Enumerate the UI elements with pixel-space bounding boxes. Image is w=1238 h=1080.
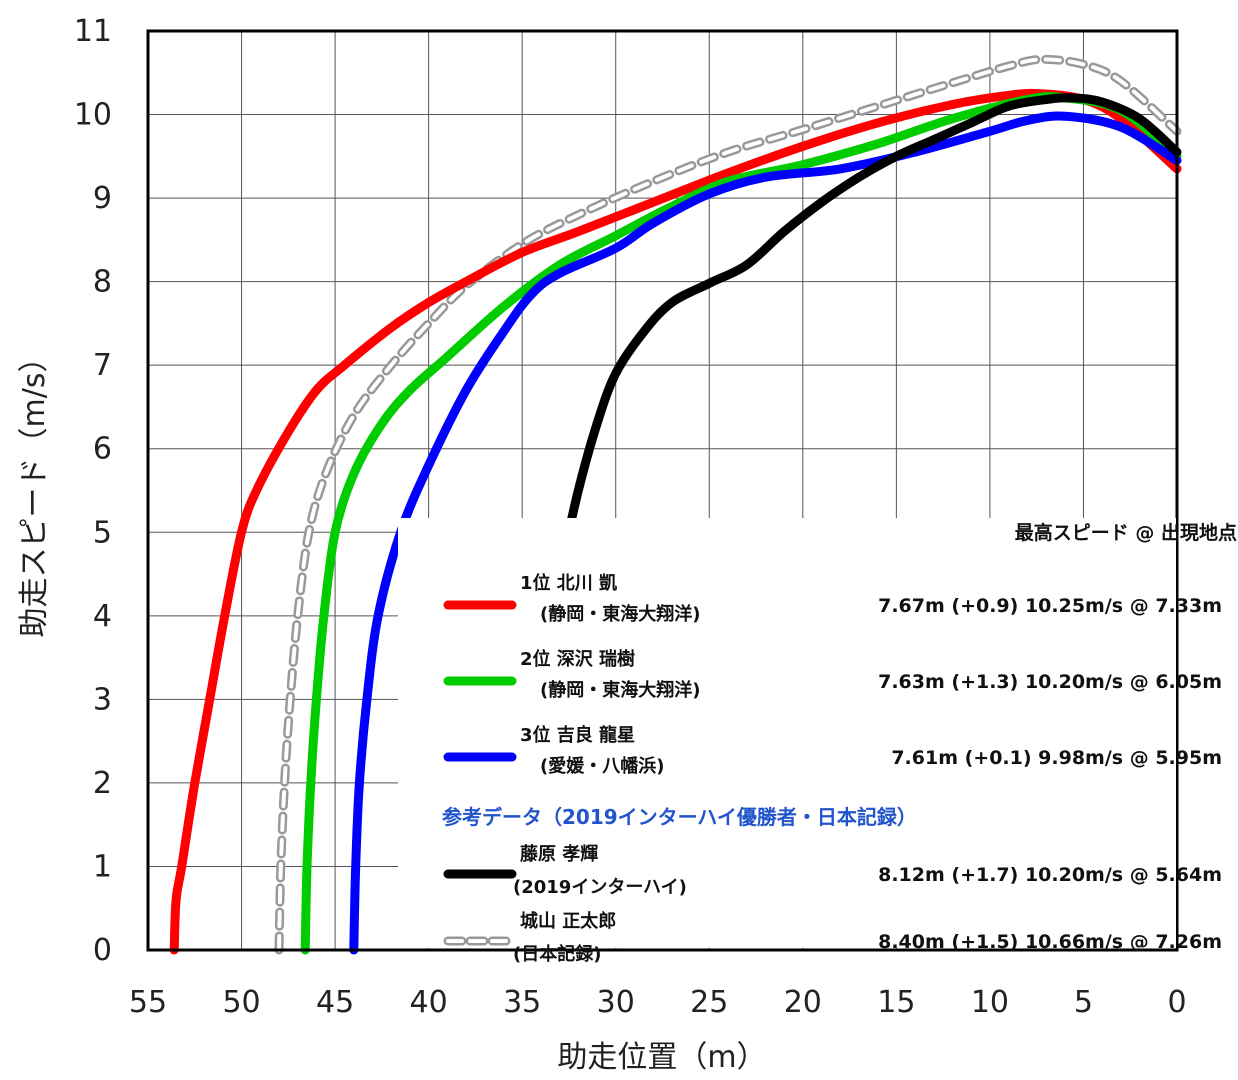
legend-affiliation: (静岡・東海大翔洋) <box>540 603 700 625</box>
legend-background <box>398 518 1176 948</box>
legend-name: 3位 吉良 龍星 <box>520 724 635 746</box>
x-tick-label: 10 <box>971 985 1009 1020</box>
x-tick-label: 5 <box>1074 985 1093 1020</box>
reference-data-label: 参考データ（2019インターハイ優勝者・日本記録） <box>442 805 917 829</box>
y-tick-label: 6 <box>93 432 112 467</box>
plot-frame <box>146 29 1179 952</box>
x-tick-label: 55 <box>129 985 167 1020</box>
y-tick-label: 4 <box>93 599 112 634</box>
legend-item-1: 1位 北川 凱 (静岡・東海大翔洋) 7.67m (+0.9) 10.25m/s @… <box>443 572 1222 625</box>
series-lines <box>169 54 1182 955</box>
legend-stat: 7.63m (+1.3) 10.20m/s @ 6.05m <box>878 671 1222 693</box>
legend-item-2: 2位 深沢 瑞樹 (静岡・東海大翔洋) 7.63m (+1.3) 10.20m/s … <box>443 648 1222 701</box>
x-tick-label: 35 <box>503 985 541 1020</box>
y-tick-label: 8 <box>93 265 112 300</box>
legend-stat: 8.40m (+1.5) 10.66m/s @ 7.26m <box>878 931 1222 953</box>
x-tick-label: 30 <box>597 985 635 1020</box>
legend-item-5: 城山 正太郎 (日本記録) 8.40m (+1.5) 10.66m/s @ 7.26… <box>443 910 1222 965</box>
x-axis-title: 助走位置（m） <box>557 1040 766 1075</box>
legend-affiliation: (愛媛・八幡浜) <box>540 755 664 777</box>
x-tick-label: 0 <box>1167 985 1186 1020</box>
y-tick-label: 11 <box>74 14 112 49</box>
series-line-5 <box>277 57 1179 952</box>
legend-stat: 7.61m (+0.1) 9.98m/s @ 5.95m <box>891 747 1222 769</box>
y-tick-label: 1 <box>93 849 112 884</box>
legend-name: 1位 北川 凱 <box>520 572 617 594</box>
y-tick-label: 0 <box>93 933 112 968</box>
x-tick-label: 50 <box>222 985 260 1020</box>
legend-header: 最高スピード @ 出現地点 <box>1015 521 1237 544</box>
x-tick-labels: 55 50 45 40 35 30 25 20 15 10 5 0 <box>129 985 1187 1020</box>
legend-item-4: 藤原 孝輝 (2019インターハイ) 8.12m (+1.7) 10.20m/s @… <box>443 843 1222 898</box>
y-tick-label: 3 <box>93 682 112 717</box>
legend-name: 藤原 孝輝 <box>520 843 598 865</box>
series-line-4 <box>558 93 1182 562</box>
y-tick-label: 5 <box>93 515 112 550</box>
x-tick-label: 20 <box>784 985 822 1020</box>
legend-stat: 8.12m (+1.7) 10.20m/s @ 5.64m <box>878 864 1222 886</box>
y-tick-label: 9 <box>93 181 112 216</box>
x-tick-label: 45 <box>316 985 354 1020</box>
legend-stat: 7.67m (+0.9) 10.25m/s @ 7.33m <box>878 595 1222 617</box>
series-line-3 <box>349 111 1182 955</box>
y-axis-title: 助走スピード（m/s） <box>17 343 52 638</box>
legend-affiliation: (静岡・東海大翔洋) <box>540 679 700 701</box>
y-tick-label: 2 <box>93 766 112 801</box>
series-line-1 <box>169 88 1182 955</box>
y-tick-labels: 0 1 2 3 4 5 6 7 8 9 10 11 <box>74 14 112 968</box>
x-tick-label: 25 <box>690 985 728 1020</box>
y-tick-label: 10 <box>74 98 112 133</box>
legend-affiliation: (日本記録) <box>513 943 601 965</box>
legend-item-3: 3位 吉良 龍星 (愛媛・八幡浜) 7.61m (+0.1) 9.98m/s @ 5… <box>443 724 1222 777</box>
x-tick-label: 40 <box>410 985 448 1020</box>
x-tick-label: 15 <box>877 985 915 1020</box>
y-tick-label: 7 <box>93 348 112 383</box>
legend-name: 城山 正太郎 <box>520 910 616 932</box>
legend-name: 2位 深沢 瑞樹 <box>520 648 635 670</box>
legend-affiliation: (2019インターハイ) <box>513 877 687 898</box>
series-line-2 <box>300 92 1182 955</box>
legend: 最高スピード @ 出現地点 1位 北川 凱 (静岡・東海大翔洋) 7.67m (+0… <box>398 518 1237 965</box>
